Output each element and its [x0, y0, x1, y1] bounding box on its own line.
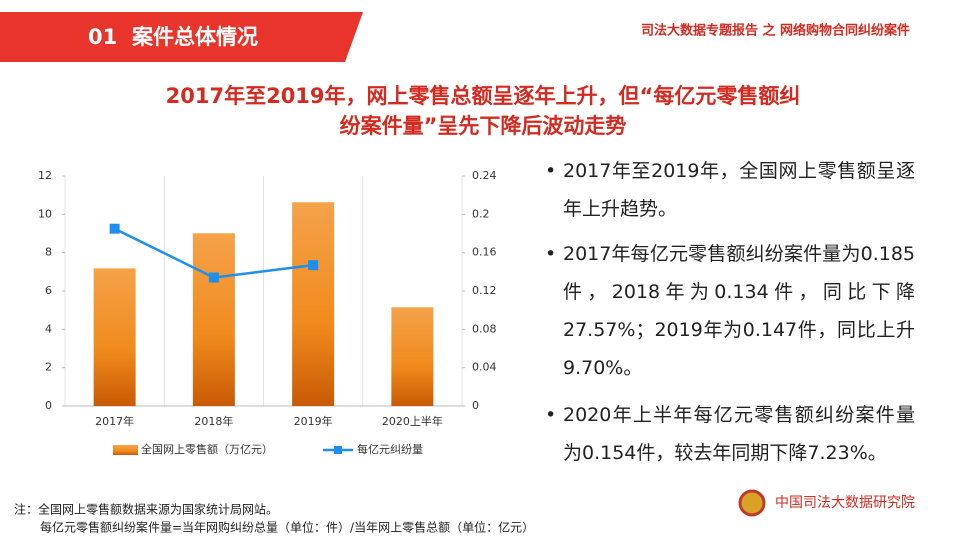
y2-tick-label: 0.2: [472, 207, 490, 220]
line-marker: [308, 260, 319, 271]
y2-tick-label: 0.08: [472, 322, 497, 335]
bullet: • 2020年上半年每亿元零售额纠纷案件量为0.154件，较去年同期下降7.23%…: [545, 396, 915, 472]
x-tick-label: 2019年: [294, 414, 333, 428]
legend-label: 每亿元纠纷量: [357, 442, 423, 456]
bullet-text: 2017年每亿元零售额纠纷案件量为0.185件，2018年为0.134件，同比下…: [563, 243, 915, 379]
note: 注：全国网上零售额数据来源为国家统计局网站。: [14, 502, 278, 517]
y-tick-label: 10: [38, 207, 52, 220]
legend-label: 全国网上零售额（万亿元）: [141, 442, 273, 456]
bar: [192, 233, 235, 406]
logo-emblem: [738, 489, 766, 517]
bar: [391, 307, 434, 406]
y2-tick-label: 0.16: [472, 246, 497, 259]
legend-swatch: [113, 445, 138, 455]
headline: 纷案件量”呈先下降后波动走势: [340, 114, 627, 138]
y2-tick-label: 0.04: [472, 361, 497, 374]
bullet: • 2017年至2019年，全国网上零售额呈逐年上升趋势。: [545, 152, 915, 228]
y-tick-label: 6: [45, 284, 52, 297]
y-tick-label: 0: [45, 399, 52, 412]
bar: [292, 202, 335, 406]
report-title: 司法大数据专题报告 之 网络购物合同纠纷案件: [641, 23, 910, 39]
section-title: 案件总体情况: [131, 25, 258, 49]
headline: 2017年至2019年，网上零售总额呈逐年上升，但“每亿元零售额纠: [166, 84, 801, 108]
x-tick-label: 2017年: [95, 414, 134, 428]
y-tick-label: 12: [38, 169, 52, 182]
note: 每亿元零售额纠纷案件量=当年网购纠纷总量（单位：件）/当年网上零售总额（单位：亿…: [40, 520, 534, 535]
line-marker: [208, 272, 219, 283]
y2-tick-label: 0.24: [472, 169, 497, 182]
header-banner: [0, 12, 363, 62]
x-tick-label: 2018年: [194, 414, 233, 428]
bullet-text: 2020年上半年每亿元零售额纠纷案件量为0.154件，较去年同期下降7.23%。: [563, 404, 915, 464]
y2-tick-label: 0: [472, 399, 479, 412]
y-tick-label: 2: [45, 361, 52, 374]
legend-swatch: [334, 446, 342, 454]
x-tick-label: 2020上半年: [382, 414, 443, 428]
line-marker: [109, 223, 120, 234]
y-tick-label: 4: [45, 322, 52, 335]
bullet-text: 2017年至2019年，全国网上零售额呈逐年上升趋势。: [563, 160, 915, 220]
section-number: 01: [88, 25, 117, 49]
logo-text: 中国司法大数据研究院: [775, 495, 915, 511]
y-tick-label: 8: [45, 246, 52, 259]
bullet: • 2017年每亿元零售额纠纷案件量为0.185件，2018年为0.134件，同比…: [545, 235, 915, 387]
y2-tick-label: 0.12: [472, 284, 497, 297]
bar: [93, 268, 136, 406]
